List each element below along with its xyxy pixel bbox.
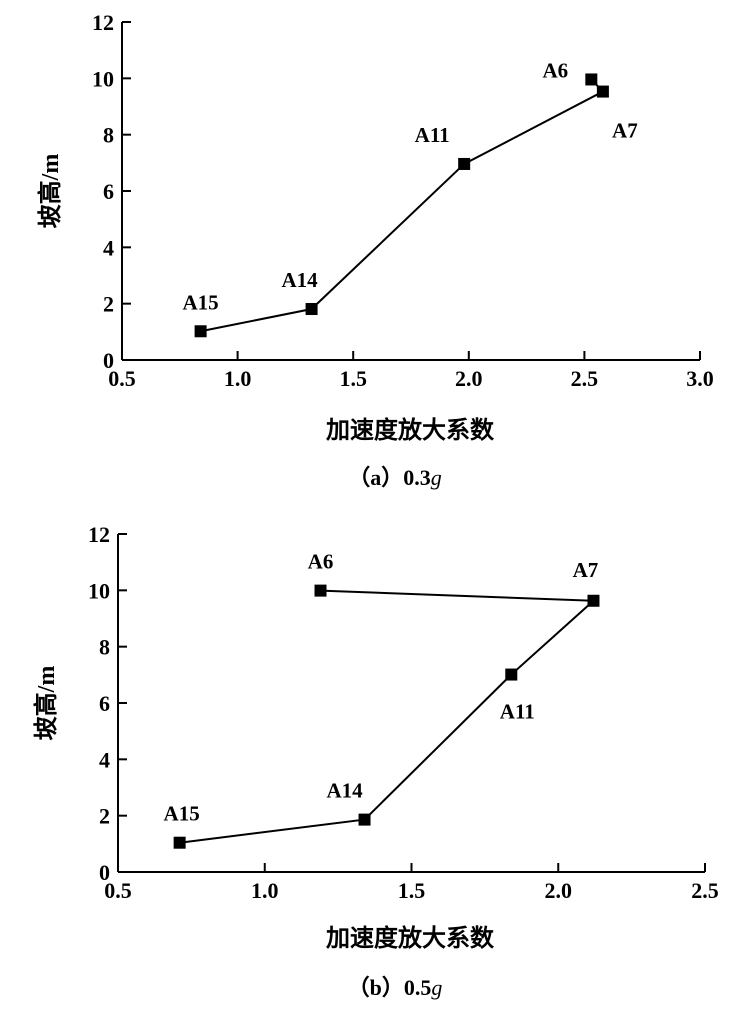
- y-tick-label: 4: [99, 747, 110, 772]
- y-tick-label: 10: [88, 578, 110, 603]
- y-tick-label: 6: [99, 691, 110, 716]
- x-tick-label: 1.0: [224, 366, 252, 391]
- data-point-a7: [587, 594, 600, 607]
- y-tick-label: 4: [103, 235, 114, 260]
- data-point-a6: [314, 584, 327, 597]
- data-point-a7: [596, 85, 609, 98]
- point-label-a6: A6: [543, 58, 569, 82]
- y-tick-label: 10: [92, 66, 114, 91]
- x-tick-label: 1.5: [398, 878, 426, 903]
- x-tick-label: 0.5: [108, 366, 136, 391]
- y-tick-label: 2: [99, 804, 110, 829]
- x-tick-label: 2.5: [571, 366, 599, 391]
- data-point-a11: [505, 668, 518, 681]
- point-label-a7: A7: [573, 558, 599, 582]
- data-point-a6: [585, 73, 598, 86]
- x-tick-label: 0.5: [104, 878, 132, 903]
- point-label-a15: A15: [164, 802, 200, 826]
- chart-caption: （b）0.5g: [348, 975, 443, 1000]
- point-label-a7: A7: [612, 119, 638, 143]
- y-axis-label: 坡高/m: [32, 666, 60, 741]
- caption-unit: g: [431, 465, 442, 490]
- chart-panel-b: 0.5 1.0 1.5 2.0 2.5 0 2 4 6 8 10 12 加速度放大系数 坡高/m （b）0.…: [32, 522, 719, 1000]
- chart-caption: （a）0.3g: [348, 465, 442, 490]
- point-label-a15: A15: [183, 290, 219, 314]
- point-label-a14: A14: [281, 268, 318, 292]
- data-point-a11: [458, 157, 471, 170]
- x-tick-label: 1.0: [251, 878, 279, 903]
- point-label-a11: A11: [415, 123, 450, 147]
- x-axis-label: 加速度放大系数: [326, 416, 495, 444]
- chart-panel-a: 0.5 1.0 1.5 2.0 2.5 3.0 0 2 4 6 8 10 12 加速度放大系数 坡高/m （a…: [36, 10, 714, 490]
- x-tick-label: 2.0: [545, 878, 573, 903]
- point-label-a14: A14: [326, 779, 363, 803]
- x-tick-label: 2.5: [691, 878, 719, 903]
- x-tick-label: 2.0: [455, 366, 483, 391]
- x-axis-label: 加速度放大系数: [326, 924, 495, 952]
- y-tick-label: 12: [92, 10, 114, 35]
- data-point-a14: [358, 813, 371, 826]
- y-tick-label: 8: [99, 635, 110, 660]
- y-tick-label: 0: [99, 860, 110, 885]
- caption-prefix: （b）0.5: [348, 975, 432, 1000]
- y-tick-label: 12: [88, 522, 110, 547]
- y-tick-label: 2: [103, 292, 114, 317]
- point-label-a6: A6: [308, 550, 334, 574]
- caption-unit: g: [431, 975, 442, 1000]
- data-point-a15: [173, 836, 186, 849]
- series-line: [200, 78, 605, 333]
- x-tick-label: 1.5: [339, 366, 367, 391]
- y-tick-label: 6: [103, 179, 114, 204]
- point-label-a11: A11: [500, 700, 535, 724]
- data-point-a15: [194, 325, 207, 338]
- data-point-a14: [305, 303, 318, 316]
- x-tick-label: 3.0: [686, 366, 714, 391]
- y-axis-label: 坡高/m: [36, 154, 64, 229]
- y-tick-label: 0: [103, 348, 114, 373]
- y-tick-label: 8: [103, 123, 114, 148]
- caption-prefix: （a）0.3: [348, 465, 431, 490]
